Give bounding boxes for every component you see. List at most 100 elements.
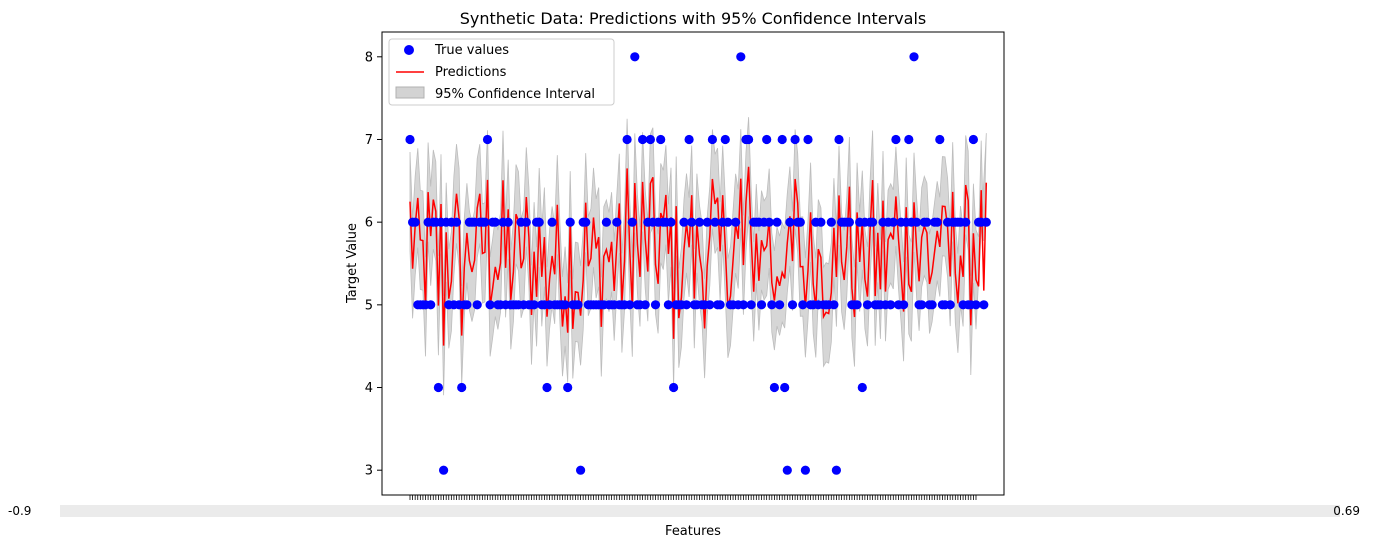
true-value-point [764, 217, 774, 227]
true-value-point [622, 134, 632, 145]
true-value-point [981, 217, 991, 227]
true-value-point [650, 300, 661, 310]
true-values-layer [405, 52, 991, 475]
true-value-point [405, 134, 415, 145]
prediction-line [409, 166, 988, 346]
x-axis-label: Features [665, 524, 721, 539]
true-value-point [472, 300, 482, 310]
y-tick-label: 3 [365, 464, 373, 479]
plot-frame [381, 31, 1005, 496]
true-value-point [787, 300, 798, 310]
true-value-point [738, 300, 749, 310]
true-value-point [681, 300, 692, 310]
true-value-point [612, 217, 622, 227]
true-value-point [785, 217, 795, 227]
true-value-point [756, 300, 767, 310]
true-value-point [451, 217, 462, 227]
y-tick-label: 6 [365, 216, 373, 231]
true-value-point [979, 300, 989, 310]
true-value-point [503, 217, 513, 227]
true-value-point [800, 465, 811, 475]
true-value-point [968, 134, 979, 145]
prediction-line-layer [409, 166, 988, 346]
true-value-point [694, 217, 705, 227]
true-value-point [912, 217, 922, 227]
legend-true-values-marker [404, 45, 414, 55]
true-value-point [573, 300, 583, 310]
true-value-point [744, 134, 754, 145]
true-value-point [888, 217, 898, 227]
true-value-point [640, 300, 650, 310]
true-value-point [560, 300, 570, 310]
true-value-point [638, 134, 648, 145]
true-value-point [666, 217, 676, 227]
true-value-point [462, 300, 472, 310]
true-value-point [565, 217, 575, 227]
true-value-point [775, 300, 785, 310]
x-tick-labels-overlap [60, 505, 1340, 517]
true-value-point [798, 300, 808, 310]
true-value-point [630, 52, 640, 62]
true-value-point [410, 217, 420, 227]
true-value-point [625, 300, 635, 310]
true-value-point [886, 300, 896, 310]
true-value-point [426, 300, 436, 310]
true-value-point [457, 382, 467, 393]
true-value-point [857, 382, 867, 393]
x-tick-label-first: -0.9 [8, 504, 31, 518]
true-value-point [710, 217, 720, 227]
true-value-point [904, 134, 914, 145]
true-value-point [490, 217, 500, 227]
true-value-point [433, 382, 443, 393]
true-value-point [547, 217, 557, 227]
true-value-point [736, 52, 746, 62]
true-value-point [909, 52, 919, 62]
true-value-point [777, 134, 787, 145]
true-value-point [601, 217, 612, 227]
true-value-point [769, 382, 780, 393]
true-value-point [656, 134, 666, 145]
true-value-point [581, 217, 591, 227]
true-value-point [529, 300, 539, 310]
true-value-point [534, 217, 544, 227]
true-value-point [922, 217, 932, 227]
true-value-point [772, 217, 782, 227]
y-tick-label: 8 [365, 50, 373, 65]
y-axis-label: Target Value [345, 223, 360, 304]
confidence-band-layer [409, 117, 987, 396]
true-value-point [480, 217, 490, 227]
legend-box [388, 38, 615, 106]
true-value-point [767, 300, 777, 310]
true-value-point [542, 382, 552, 393]
true-value-point [780, 382, 790, 393]
true-value-point [627, 217, 637, 227]
x-axis [60, 495, 1340, 517]
true-value-point [762, 134, 772, 145]
y-axis: 3 4 5 6 7 8 [365, 50, 382, 479]
true-value-point [899, 300, 909, 310]
true-value-point [971, 300, 981, 310]
true-value-point [945, 300, 955, 310]
true-value-point [834, 134, 844, 145]
true-value-point [485, 300, 495, 310]
y-tick-label: 5 [365, 298, 373, 313]
true-value-point [669, 382, 679, 393]
true-value-point [961, 217, 971, 227]
true-value-point [862, 300, 873, 310]
true-value-point [816, 217, 826, 227]
true-value-point [715, 300, 725, 310]
chart-title: Synthetic Data: Predictions with 95% Con… [460, 9, 927, 28]
true-value-point [790, 134, 800, 145]
confidence-band [409, 117, 987, 396]
true-value-point [927, 300, 937, 310]
legend: True values Predictions 95% Confidence I… [388, 38, 615, 106]
true-value-point [782, 465, 792, 475]
legend-predictions-label: Predictions [435, 65, 507, 80]
true-value-point [852, 300, 862, 310]
legend-confidence-label: 95% Confidence Interval [435, 87, 595, 102]
true-value-point [746, 300, 756, 310]
true-value-point [868, 217, 878, 227]
y-tick-label: 7 [365, 133, 373, 148]
true-value-point [521, 217, 531, 227]
true-value-point [707, 134, 718, 145]
